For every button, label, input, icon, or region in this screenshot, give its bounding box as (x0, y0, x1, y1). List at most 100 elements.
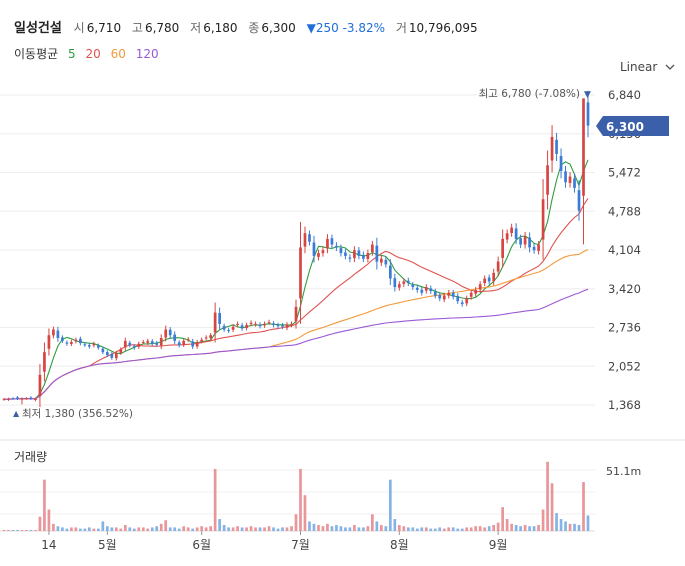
volume-bar (424, 527, 428, 531)
price-tick-label: 2,052 (608, 359, 641, 373)
volume-bar (505, 519, 509, 531)
candlestick (375, 237, 379, 270)
volume-bar (79, 528, 82, 531)
volume-panel: 거래량 51.1m (0, 439, 685, 478)
candlestick (487, 274, 491, 285)
candlestick (61, 335, 64, 343)
volume-bar (317, 525, 320, 531)
volume-bar (555, 513, 558, 531)
volume-bar (34, 530, 37, 531)
volume-bar (451, 527, 455, 531)
change-value: 250 (315, 21, 339, 35)
candlestick (523, 231, 527, 249)
volume-bar (132, 528, 136, 531)
candlestick (254, 321, 257, 327)
volume-bar (74, 527, 78, 531)
candlestick (339, 244, 343, 257)
candlestick (227, 327, 230, 333)
candlestick (438, 292, 442, 302)
volume-bar (362, 527, 365, 531)
volume-bar (496, 522, 500, 531)
scale-selector-button[interactable]: Linear (620, 60, 675, 74)
volume-bar (20, 530, 24, 531)
candlestick (267, 319, 271, 325)
volume-axis-label: 51.1m (606, 465, 641, 478)
volume-bar (227, 527, 230, 531)
volume-bar (375, 521, 379, 531)
ma-legend-title: 이동평균 (14, 47, 59, 61)
candlestick (353, 246, 356, 263)
close-value: 6,300 (261, 21, 296, 35)
volume-bar (7, 530, 10, 531)
volume-bar (290, 526, 293, 531)
candlestick (586, 90, 590, 138)
volume-bar (326, 523, 329, 531)
candlestick (429, 285, 433, 294)
volume-bar (460, 528, 464, 531)
candlestick (43, 342, 46, 382)
candlestick (159, 334, 163, 350)
volume-bar (510, 523, 513, 531)
volume-bar (420, 527, 424, 531)
volume-bar (25, 530, 28, 531)
stock-header: 일성건설 시 6,710 고 6,780 저 6,180 종 6,300 ▼250 -3… (14, 17, 485, 36)
candlestick (541, 179, 545, 260)
volume-bar (456, 528, 460, 531)
moving-average-lines (3, 159, 589, 400)
volume-bar (186, 527, 190, 531)
volume-bar (119, 528, 123, 531)
candlestick (397, 281, 401, 291)
candlestick (79, 336, 82, 346)
candlestick (528, 232, 531, 253)
ma-60-label: 60 (110, 47, 126, 61)
volume-bar (213, 468, 217, 531)
volume-bar (209, 526, 212, 531)
candlestick (168, 327, 172, 338)
volume-bar (137, 527, 141, 531)
candlestick (83, 342, 87, 347)
volume-value: 10,796,095 (408, 21, 478, 35)
ma-120-label: 120 (135, 47, 159, 61)
candlestick (335, 242, 338, 251)
volume-bar (285, 527, 289, 531)
candlestick (496, 256, 500, 277)
volume-bar (123, 525, 127, 531)
volume-bar (114, 527, 118, 531)
volume-bar (582, 482, 585, 531)
candlestick (433, 288, 437, 299)
price-tick-label: 4,104 (608, 243, 641, 257)
volume-bar (245, 527, 248, 531)
volume-bar (312, 523, 316, 531)
date-tick-label: 7월 (291, 538, 310, 552)
max-marker-icon: ▼ (584, 90, 591, 100)
volume-bars (2, 461, 590, 531)
candlestick (294, 299, 298, 329)
volume-bar (281, 527, 284, 531)
min-marker-icon: ▲ (13, 409, 20, 418)
candlestick (173, 331, 177, 345)
volume-bar (141, 527, 145, 531)
candlestick (442, 292, 446, 303)
current-price-label: 6,300 (606, 120, 644, 134)
price-gridlines (0, 94, 595, 406)
chevron-down-icon (665, 64, 675, 70)
candlestick (299, 221, 302, 324)
volume-bar (168, 527, 172, 531)
volume-bar (88, 527, 91, 531)
scale-label: Linear (620, 60, 658, 74)
candlestick (200, 337, 204, 344)
volume-bar (474, 526, 478, 531)
stock-name: 일성건설 (14, 21, 62, 36)
candlestick (281, 322, 284, 330)
volume-bar (577, 525, 581, 531)
volume-bar (357, 527, 361, 531)
volume-bar (523, 525, 527, 531)
volume-bar (406, 527, 410, 531)
low-value: 6,180 (203, 21, 238, 35)
volume-bar (371, 514, 374, 531)
volume-bar (348, 527, 352, 531)
volume-bar (200, 526, 204, 531)
candlestick (29, 396, 33, 400)
volume-bar (155, 526, 159, 531)
